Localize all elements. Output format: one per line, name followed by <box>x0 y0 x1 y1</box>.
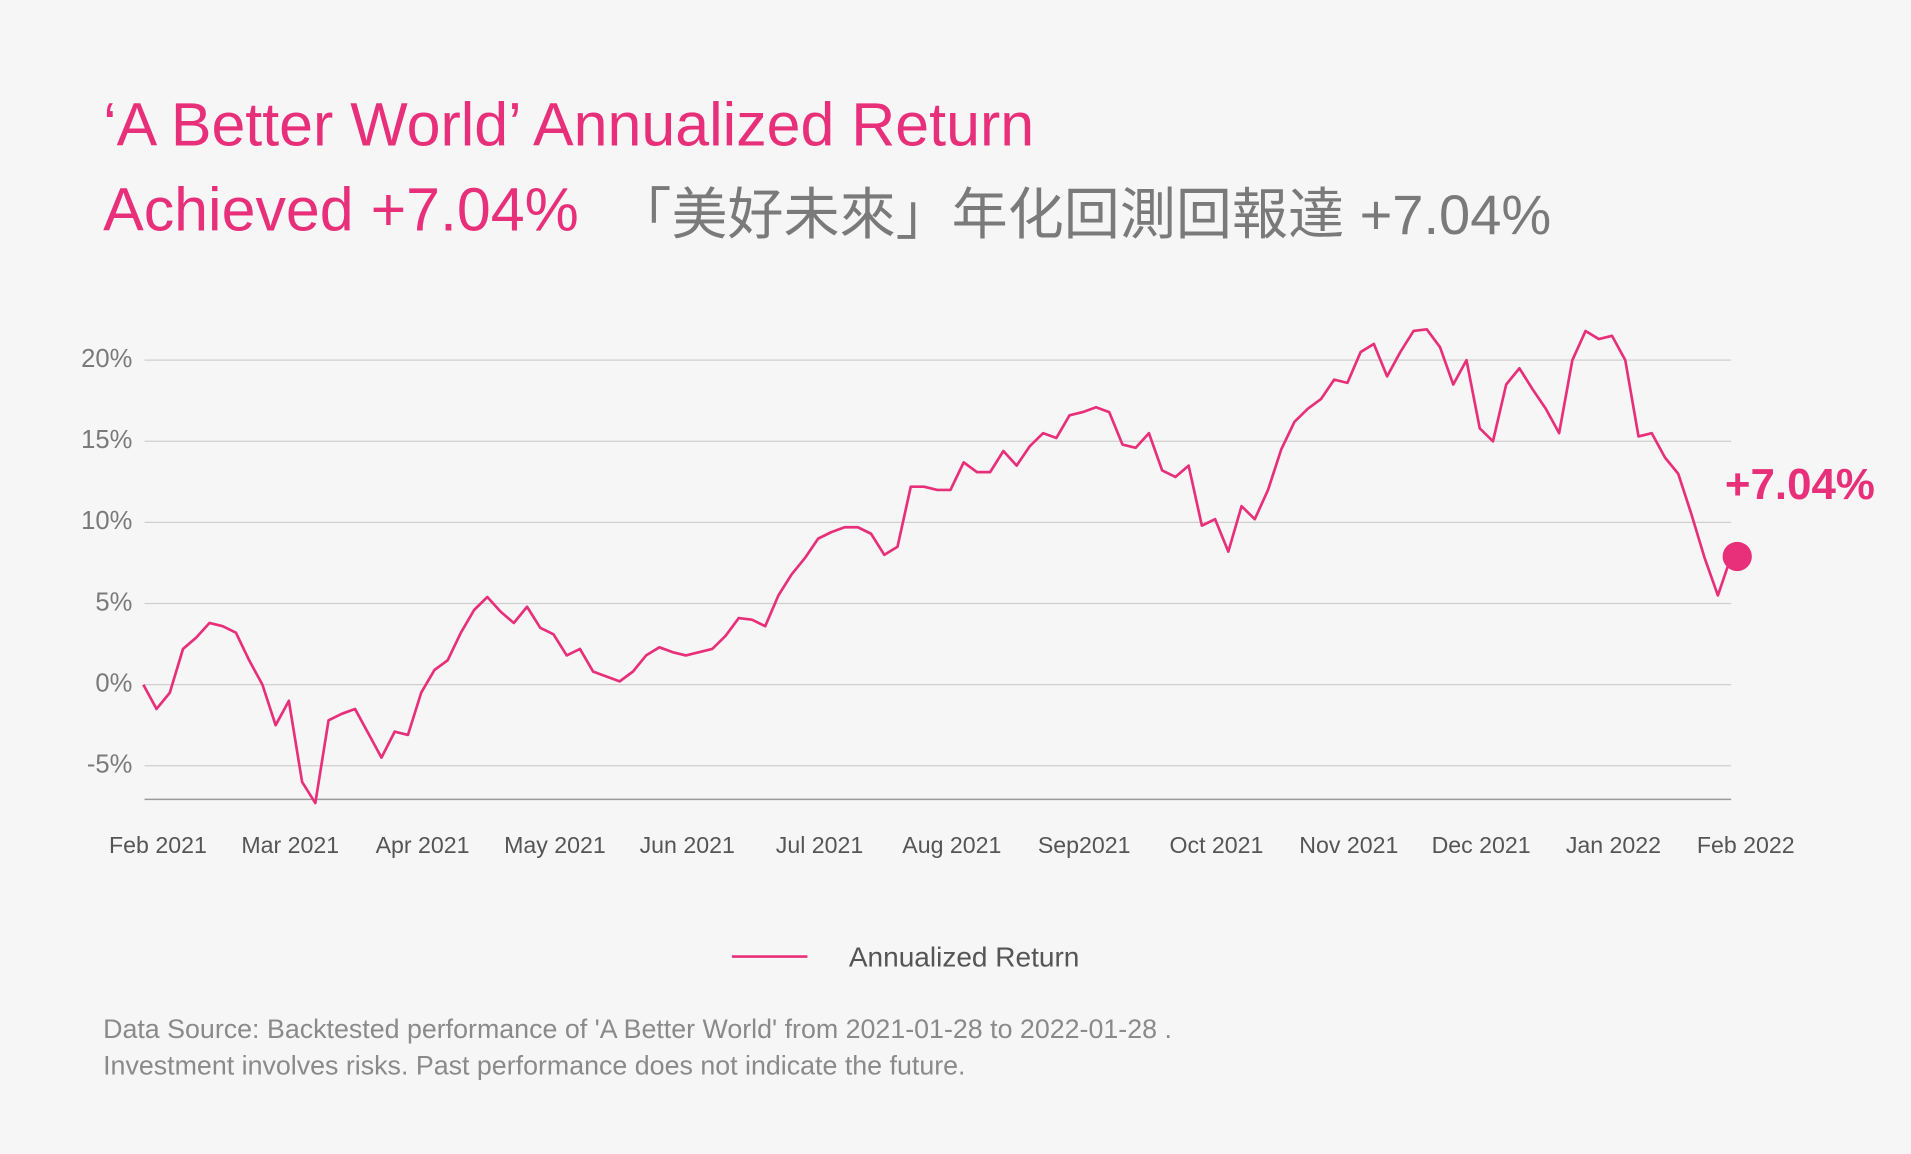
annotation: +7.04% <box>1725 460 1875 509</box>
x-tick-label: Jul 2021 <box>776 832 864 858</box>
y-tick-label: 20% <box>81 345 132 373</box>
y-tick-label: 0% <box>95 669 132 697</box>
x-tick-label: May 2021 <box>504 832 606 858</box>
x-tick-label: Jun 2021 <box>640 832 735 858</box>
legend-label: Annualized Return <box>849 941 1080 972</box>
x-tick-label: Mar 2021 <box>241 832 339 858</box>
x-tick-label: Feb 2021 <box>109 832 207 858</box>
y-tick-label: 5% <box>95 588 132 616</box>
x-tick-label: Feb 2022 <box>1697 832 1795 858</box>
chart-subtitle: 「美好未來」年化回測回報達 +7.04% <box>615 183 1551 246</box>
x-tick-label: Dec 2021 <box>1432 832 1531 858</box>
y-tick-label: 10% <box>81 507 132 535</box>
x-tick-label: Apr 2021 <box>376 832 470 858</box>
chart-title: Achieved +7.04% <box>103 176 579 244</box>
end-point <box>1722 541 1752 572</box>
y-tick-label: 15% <box>81 426 132 454</box>
footnote: Investment involves risks. Past performa… <box>103 1051 965 1081</box>
x-tick-label: Nov 2021 <box>1299 832 1398 858</box>
x-tick-label: Jan 2022 <box>1566 832 1661 858</box>
x-tick-label: Sep2021 <box>1038 832 1131 858</box>
x-tick-label: Aug 2021 <box>902 832 1001 858</box>
chart-title: ‘A Better World’ Annualized Return <box>103 90 1034 158</box>
footnote: Data Source: Backtested performance of '… <box>103 1014 1172 1044</box>
y-tick-label: -5% <box>87 750 132 778</box>
x-tick-label: Oct 2021 <box>1170 832 1264 858</box>
line <box>142 328 1733 805</box>
